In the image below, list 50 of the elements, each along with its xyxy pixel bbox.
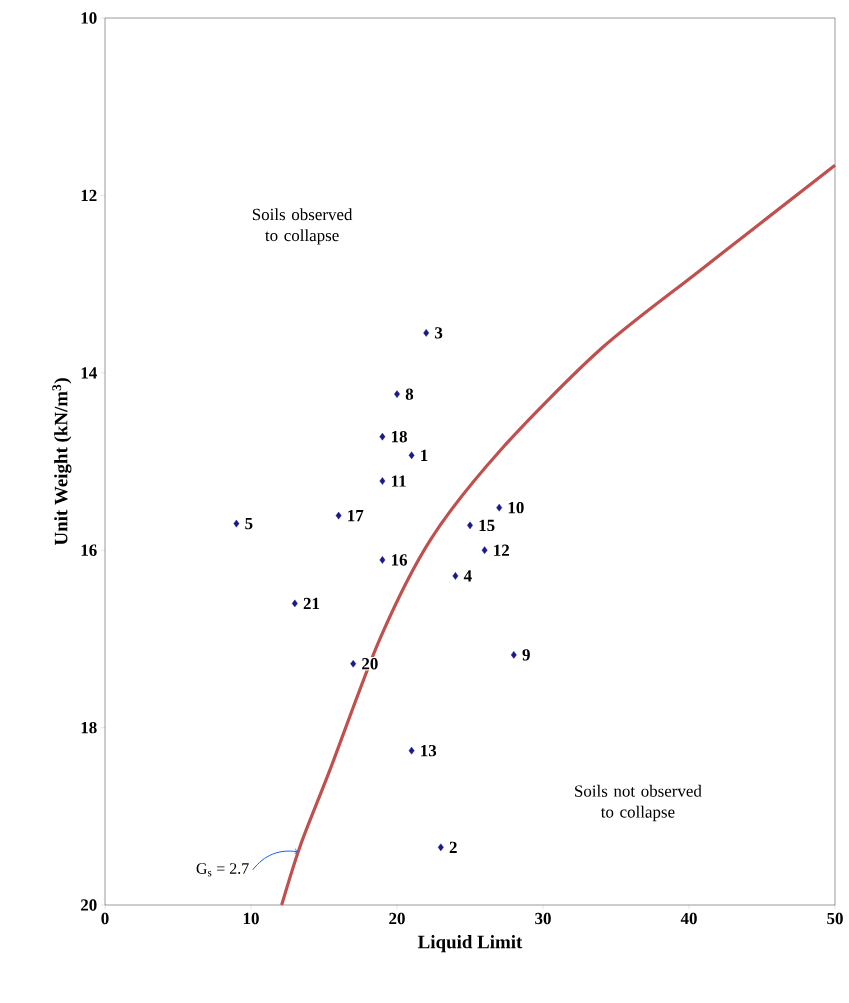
annotation: Soils observed to collapse <box>252 208 353 245</box>
annotation: 18 <box>391 430 407 443</box>
x-tick-label: 0 <box>101 912 109 925</box>
annotation: Soils not observed to collapse <box>575 784 702 822</box>
point <box>452 572 459 580</box>
point <box>423 329 430 337</box>
x-axis-title: Liquid Limit <box>418 935 523 953</box>
point <box>437 843 444 852</box>
point <box>350 659 357 668</box>
point <box>379 556 386 564</box>
x-tick-label: 30 <box>535 912 551 925</box>
annotation: 21 <box>303 597 320 610</box>
x-tick-label: 40 <box>680 912 697 925</box>
point <box>379 432 386 441</box>
annotation: 11 <box>391 475 406 487</box>
annotation: 17 <box>348 510 364 522</box>
y-tick-label: 10 <box>81 12 97 24</box>
point <box>510 651 517 659</box>
y-tick-label: 18 <box>81 721 97 734</box>
annotation: 12 <box>494 544 510 556</box>
annotation: 4 <box>463 570 472 582</box>
annotation: 13 <box>421 744 437 757</box>
annotation: 5 <box>245 517 253 530</box>
point <box>408 451 415 460</box>
y-tick-label: 20 <box>81 899 97 911</box>
annotation: 1 <box>421 449 428 461</box>
annotation: 8 <box>405 388 414 400</box>
point <box>408 746 415 755</box>
point <box>379 477 386 485</box>
x-tick-label: 10 <box>243 912 259 925</box>
annotation: G$_{s}$ = 2.7 <box>196 863 249 877</box>
y-tick-label: 14 <box>81 367 97 379</box>
point <box>291 599 298 608</box>
y-tick-label: 12 <box>81 189 97 202</box>
point <box>394 390 400 398</box>
annotation: 3 <box>435 327 443 339</box>
annotation: 15 <box>479 519 495 532</box>
x-tick-label: 50 <box>827 912 843 925</box>
annotation: 20 <box>362 658 378 670</box>
point <box>233 519 240 528</box>
annotation: 2 <box>449 841 457 853</box>
annotation: 9 <box>522 649 530 661</box>
point <box>496 503 503 512</box>
annotation: 10 <box>508 501 524 514</box>
y-tick-label: 16 <box>81 544 97 556</box>
x-tick-label: 20 <box>389 912 405 925</box>
annotation: 16 <box>391 554 408 566</box>
point <box>335 511 342 520</box>
y-axis-title: Unit Weight (kN/m$^{3}$) <box>52 378 72 546</box>
point <box>481 546 488 555</box>
